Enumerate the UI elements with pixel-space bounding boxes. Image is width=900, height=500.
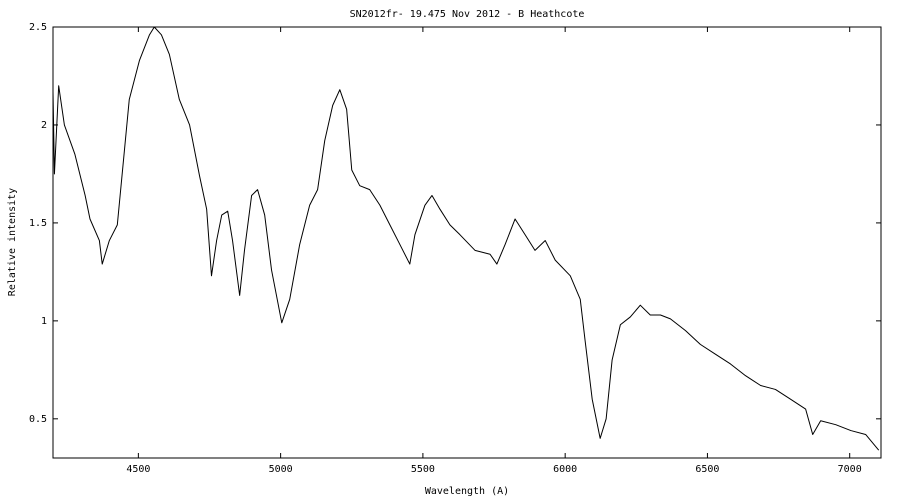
y-tick-label: 0.5 (29, 414, 47, 425)
x-tick-label: 6500 (695, 464, 719, 475)
x-axis-label: Wavelength (A) (425, 486, 509, 497)
x-tick-label: 6000 (553, 464, 577, 475)
y-tick-label: 1.5 (29, 218, 47, 229)
y-tick-label: 1 (41, 316, 47, 327)
chart-title: SN2012fr- 19.475 Nov 2012 - B Heathcote (350, 9, 585, 20)
plot-frame (52, 26, 882, 459)
y-tick-label: 2.5 (29, 22, 47, 33)
x-tick-label: 5000 (269, 464, 293, 475)
spectrum-line (52, 26, 880, 451)
y-tick-label: 2 (41, 120, 47, 131)
x-tick-label: 5500 (411, 464, 435, 475)
x-tick-label: 7000 (838, 464, 862, 475)
x-tick-label: 4500 (126, 464, 150, 475)
y-axis-label: Relative intensity (7, 188, 18, 296)
